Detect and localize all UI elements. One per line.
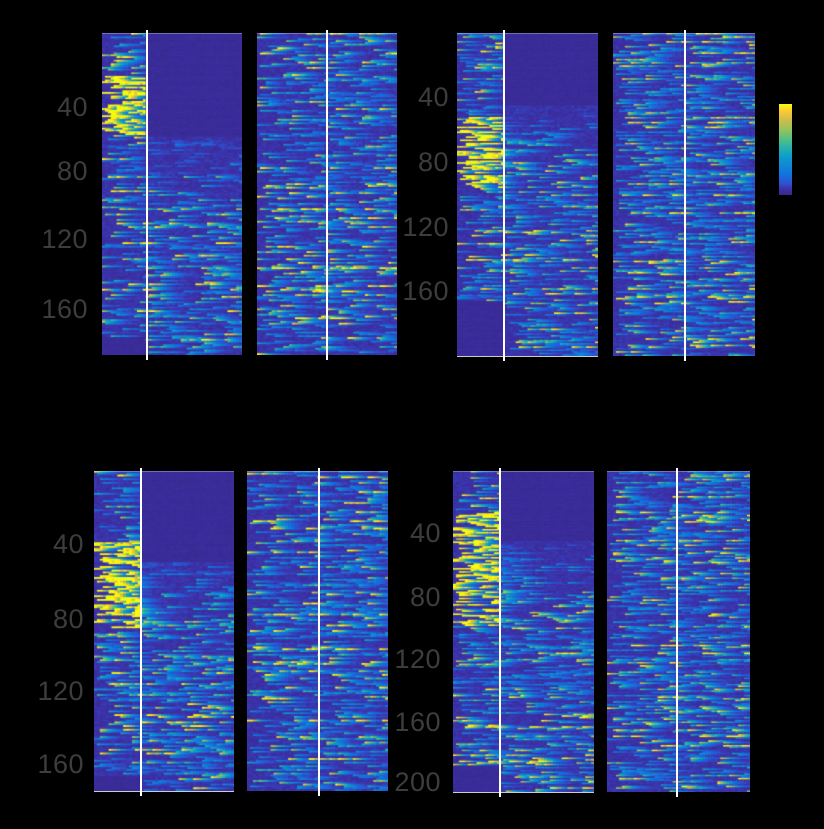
heatmap-canvas (102, 33, 242, 355)
heatmap-panel-top-right-a (457, 30, 598, 361)
y-tick-label: 160 (394, 706, 441, 737)
panel-top-edge (94, 471, 234, 472)
y-tick-label: 80 (417, 146, 449, 177)
panel-top-edge (453, 471, 594, 472)
heatmap-panel-top-right-b (613, 30, 755, 361)
heatmap-canvas (453, 471, 594, 792)
y-tick-label: 120 (37, 675, 84, 706)
y-tick-label: 200 (394, 766, 441, 797)
event-onset-line (499, 468, 501, 797)
panel-top-edge (607, 471, 750, 472)
y-tick-label: 80 (56, 155, 88, 186)
event-onset-line (326, 30, 328, 360)
heatmap-canvas (247, 471, 388, 791)
y-tick-label: 40 (409, 517, 441, 548)
heatmap-canvas (607, 471, 750, 792)
heatmap-panel-top-left-b (257, 30, 397, 360)
colorbar (779, 104, 792, 195)
y-tick-label: 80 (52, 603, 84, 634)
event-onset-line (684, 30, 686, 361)
y-tick-label: 160 (41, 293, 88, 324)
panel-top-edge (247, 471, 388, 472)
axis-baseline (94, 791, 234, 792)
heatmap-panel-bottom-right-b (607, 468, 750, 797)
y-tick-label: 40 (56, 91, 88, 122)
y-tick-label: 160 (402, 275, 449, 306)
event-onset-line (503, 30, 505, 361)
y-tick-label: 160 (37, 748, 84, 779)
y-tick-label: 40 (417, 81, 449, 112)
axis-baseline (457, 356, 598, 357)
y-tick-label: 80 (409, 581, 441, 612)
y-tick-label: 120 (41, 223, 88, 254)
heatmap-panel-bottom-right-a (453, 468, 594, 797)
event-onset-line (140, 468, 142, 796)
event-onset-line (676, 468, 678, 797)
panel-top-edge (457, 33, 598, 34)
y-tick-label: 120 (394, 643, 441, 674)
event-onset-line (318, 468, 320, 796)
heatmap-panel-bottom-left-a (94, 468, 234, 796)
y-tick-label: 120 (402, 211, 449, 242)
event-onset-line (146, 30, 148, 360)
panel-top-edge (102, 33, 242, 34)
heatmap-panel-top-left-a (102, 30, 242, 360)
heatmap-panel-bottom-left-b (247, 468, 388, 796)
heatmap-canvas (457, 33, 598, 356)
heatmap-canvas (94, 471, 234, 791)
axis-baseline (453, 792, 594, 793)
y-tick-label: 40 (52, 528, 84, 559)
